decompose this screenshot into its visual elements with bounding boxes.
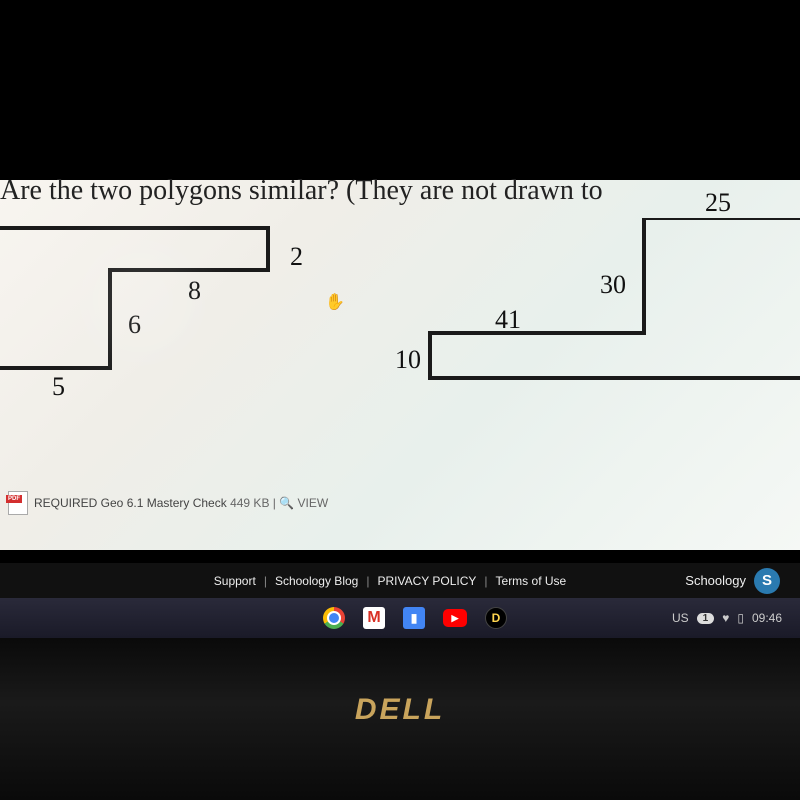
label-left-6: 6	[128, 310, 141, 340]
pdf-badge: PDF	[6, 495, 22, 503]
footer-sep: |	[264, 574, 267, 588]
schoology-brand[interactable]: Schoology S	[685, 568, 780, 594]
attachment-row[interactable]: PDF REQUIRED Geo 6.1 Mastery Check 449 K…	[8, 491, 328, 515]
question-text: Are the two polygons similar? (They are …	[0, 175, 603, 207]
docs-icon[interactable]: ▮	[403, 607, 425, 629]
notification-badge[interactable]: 1	[697, 613, 715, 624]
footer-link-terms[interactable]: Terms of Use	[496, 574, 567, 588]
os-taskbar: M ▮ ▶ D US 1 ♥ ▯ 09:46	[0, 598, 800, 638]
label-right-30: 30	[600, 270, 626, 300]
clock[interactable]: 09:46	[752, 611, 782, 625]
label-left-8: 8	[188, 276, 201, 306]
battery-icon[interactable]: ▯	[737, 611, 744, 625]
hand-cursor-icon: ✋	[325, 292, 345, 312]
footer-link-privacy[interactable]: PRIVACY POLICY	[377, 574, 476, 588]
youtube-icon[interactable]: ▶	[443, 609, 467, 627]
gmail-icon[interactable]: M	[363, 607, 385, 629]
attachment-name: REQUIRED Geo 6.1 Mastery Check	[34, 496, 227, 510]
attachment-view[interactable]: VIEW	[298, 496, 329, 510]
footer-sep: |	[484, 574, 487, 588]
d-app-icon[interactable]: D	[485, 607, 507, 629]
schoology-s-icon: S	[754, 568, 780, 594]
footer-link-blog[interactable]: Schoology Blog	[275, 574, 358, 588]
left-polygon	[0, 218, 290, 408]
label-right-10: 10	[395, 345, 421, 375]
pdf-icon: PDF	[8, 491, 28, 515]
footer-link-support[interactable]: Support	[214, 574, 256, 588]
page-footer: Support | Schoology Blog | PRIVACY POLIC…	[0, 563, 800, 598]
label-right-41: 41	[495, 305, 521, 335]
label-right-25: 25	[705, 188, 731, 218]
wifi-icon[interactable]: ♥	[722, 611, 729, 625]
label-left-5: 5	[52, 372, 65, 402]
document-content: Are the two polygons similar? (They are …	[0, 180, 800, 550]
laptop-bezel: DELL	[0, 638, 800, 800]
right-polygon	[400, 218, 800, 418]
attachment-size: 449 KB	[230, 496, 269, 510]
label-left-2: 2	[290, 242, 303, 272]
dell-logo: DELL	[0, 693, 800, 727]
system-tray[interactable]: US 1 ♥ ▯ 09:46	[672, 611, 782, 625]
chrome-icon[interactable]	[323, 607, 345, 629]
footer-sep: |	[366, 574, 369, 588]
lang-indicator[interactable]: US	[672, 611, 689, 625]
schoology-text: Schoology	[685, 573, 746, 588]
taskbar-apps: M ▮ ▶ D	[323, 607, 507, 629]
